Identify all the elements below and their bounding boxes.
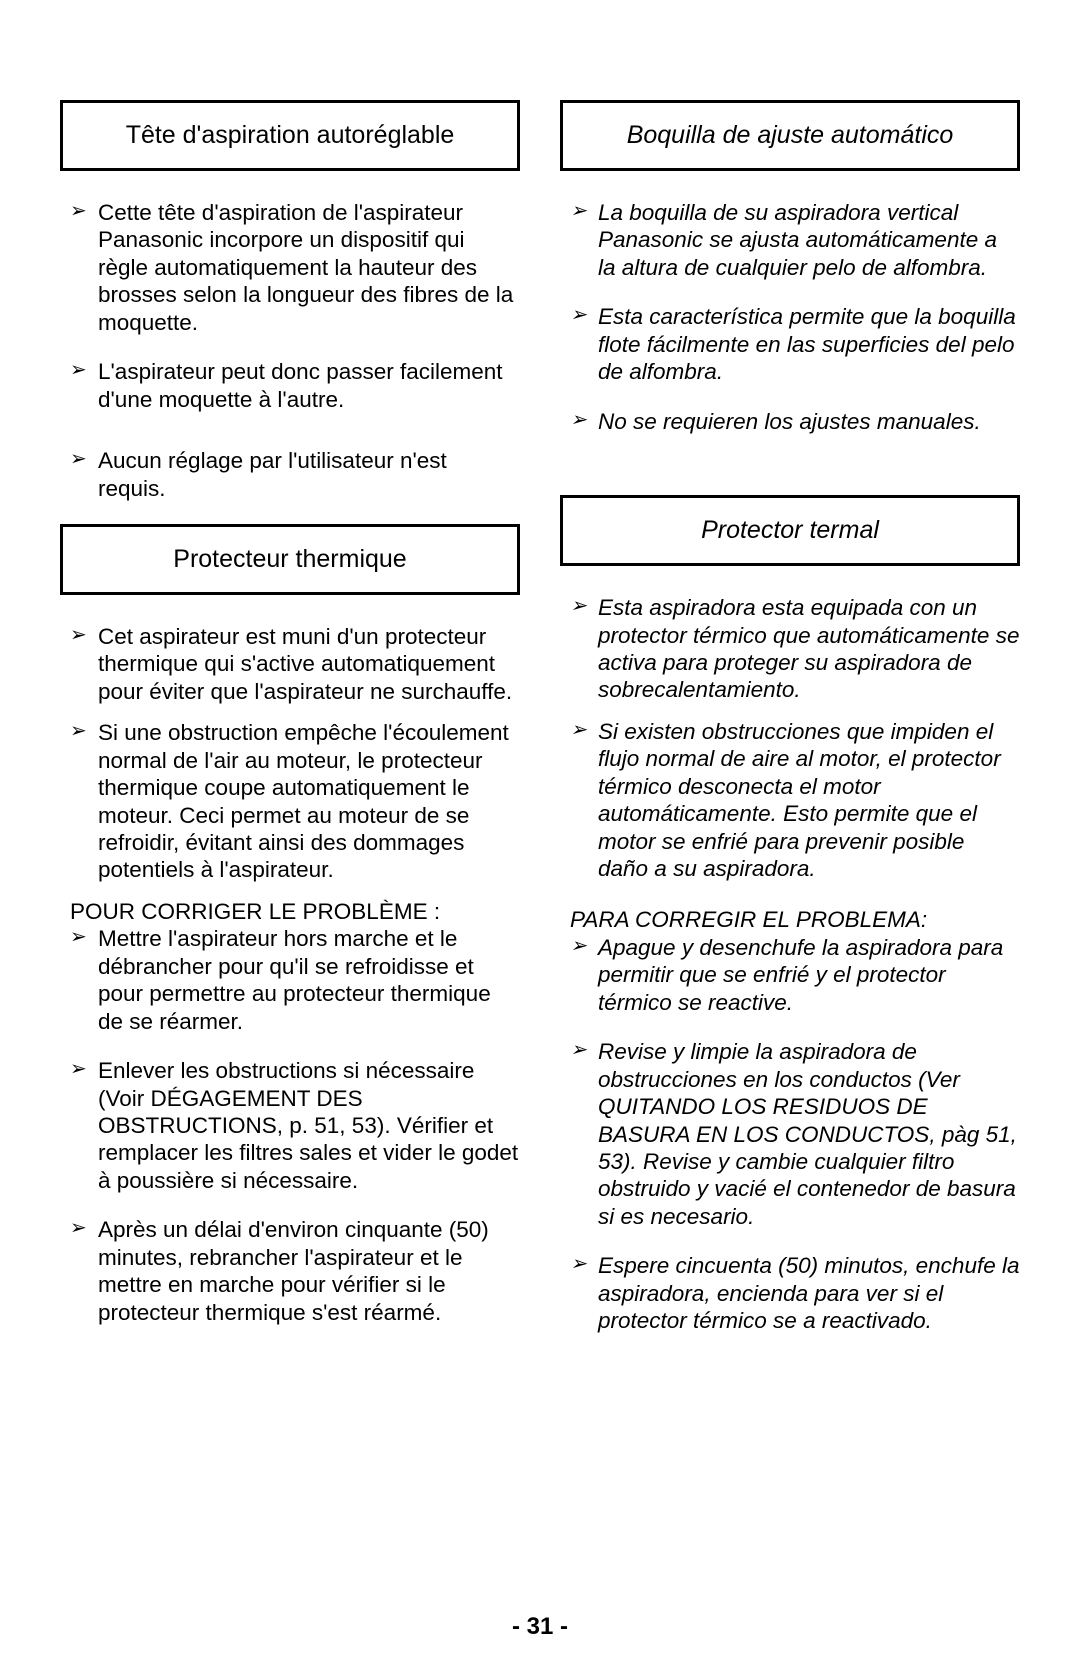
thermal-bullets-es: Esta aspiradora esta equipada con un pro… [560,594,1020,882]
bullet-item: Si une obstruction empêche l'écoulement … [70,719,520,884]
page-number: - 31 - [0,1613,1080,1641]
bullet-item: Esta característica permite que la boqui… [570,303,1020,385]
heading-text: Boquilla de ajuste automático [627,121,954,149]
bullet-item: Aucun réglage par l'utilisateur n'est re… [70,447,520,502]
bullet-item: Esta aspiradora esta equipada con un pro… [570,594,1020,704]
bullet-item: Cet aspirateur est muni d'un protecteur … [70,623,520,705]
heading-text: Protector termal [701,516,879,544]
right-column-spanish: Boquilla de ajuste automático La boquill… [560,100,1020,1357]
heading-thermal-es: Protector termal [560,495,1020,566]
fix-bullets-fr: Mettre l'aspirateur hors marche et le dé… [60,925,520,1326]
fix-label-es: PARA CORREGIR EL PROBLEMA: [560,906,1020,933]
heading-nozzle-es: Boquilla de ajuste automático [560,100,1020,171]
bullet-item: Enlever les obstructions si nécessaire (… [70,1057,520,1194]
bullet-item: Espere cincuenta (50) minutos, enchufe l… [570,1252,1020,1334]
thermal-bullets-fr: Cet aspirateur est muni d'un protecteur … [60,623,520,884]
fix-label-fr: POUR CORRIGER LE PROBLÈME : [60,898,520,925]
heading-text: Protecteur thermique [173,545,406,573]
left-column-french: Tête d'aspiration autoréglable Cette têt… [60,100,520,1357]
page-content: Tête d'aspiration autoréglable Cette têt… [0,0,1080,1357]
heading-text: Tête d'aspiration autoréglable [126,121,455,149]
alignment-spacer [560,457,1020,483]
heading-nozzle-fr: Tête d'aspiration autoréglable [60,100,520,171]
bullet-item: Apague y desenchufe la aspiradora para p… [570,934,1020,1016]
bullet-item: Si existen obstrucciones que impiden el … [570,718,1020,883]
nozzle-bullets-es: La boquilla de su aspiradora vertical Pa… [560,199,1020,435]
fix-bullets-es: Apague y desenchufe la aspiradora para p… [560,934,1020,1335]
heading-thermal-fr: Protecteur thermique [60,524,520,595]
bullet-item: Cette tête d'aspiration de l'aspirateur … [70,199,520,336]
bullet-item: Mettre l'aspirateur hors marche et le dé… [70,925,520,1035]
nozzle-bullets-fr: Cette tête d'aspiration de l'aspirateur … [60,199,520,502]
bullet-item: Après un délai d'environ cinquante (50) … [70,1216,520,1326]
bullet-item: L'aspirateur peut donc passer facilement… [70,358,520,413]
bullet-item: La boquilla de su aspiradora vertical Pa… [570,199,1020,281]
bullet-item: Revise y limpie la aspiradora de obstruc… [570,1038,1020,1230]
bullet-item: No se requieren los ajustes manuales. [570,408,1020,435]
